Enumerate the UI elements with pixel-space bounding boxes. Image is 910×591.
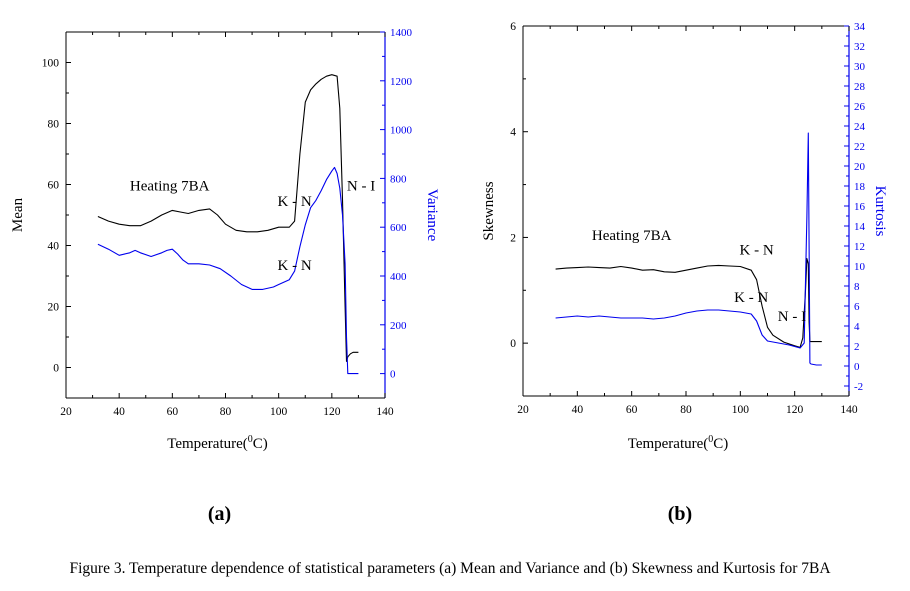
panel-label: (b) (668, 503, 692, 525)
y-left-axis-title: Mean (10, 197, 26, 232)
x-tick-label: 20 (60, 406, 72, 418)
y-right-tick-label: -2 (854, 381, 863, 393)
x-tick-label: 100 (732, 404, 750, 416)
annotation: K - N (734, 290, 768, 306)
x-tick-label: 20 (517, 404, 529, 416)
y-right-tick-label: 32 (854, 41, 865, 53)
x-tick-label: 120 (323, 406, 341, 418)
y-left-tick-label: 20 (48, 302, 60, 314)
y-right-axis-title: Variance (424, 189, 440, 242)
y-right-tick-label: 30 (854, 61, 866, 73)
y-right-tick-label: 10 (854, 261, 866, 273)
y-right-tick-label: 24 (854, 121, 866, 133)
y-right-tick-label: 0 (854, 361, 860, 373)
panel-label: (a) (208, 503, 231, 525)
y-right-tick-label: 34 (854, 21, 866, 33)
y-right-tick-label: 16 (854, 201, 866, 213)
x-tick-label: 80 (680, 404, 692, 416)
y-left-tick-label: 100 (42, 58, 60, 70)
y-right-tick-label: 6 (854, 301, 860, 313)
y-right-tick-label: 4 (854, 321, 860, 333)
y-right-tick-label: 26 (854, 101, 866, 113)
annotation: N - I (347, 179, 375, 195)
y-right-tick-label: 14 (854, 221, 866, 233)
y-left-tick-label: 40 (48, 241, 60, 253)
series-line-variance (97, 166, 359, 375)
y-right-tick-label: 22 (854, 141, 865, 153)
x-tick-label: 40 (113, 406, 125, 418)
y-right-axis-title: Kurtosis (872, 186, 888, 237)
x-tick-label: 80 (220, 406, 232, 418)
panel-a: 20 40 60 80 100 120 14002040608010002004006008… (10, 27, 440, 525)
series-line-mean (97, 74, 359, 362)
y-left-tick-label: 6 (510, 21, 516, 33)
panel-b: 20 40 60 80 100 120 1400246-202468101214161820… (481, 21, 888, 525)
annotation: N - I (778, 309, 806, 325)
y-left-tick-label: 60 (48, 180, 60, 192)
y-right-tick-label: 20 (854, 161, 866, 173)
y-left-tick-label: 0 (510, 338, 516, 350)
x-axis-title-unit: C) (713, 436, 728, 452)
y-right-tick-label: 8 (854, 281, 860, 293)
x-axis-title-text: Temperature( (628, 436, 709, 452)
annotation: K - N (740, 242, 774, 258)
y-right-tick-label: 800 (390, 173, 407, 185)
y-left-tick-label: 0 (53, 363, 59, 375)
y-right-tick-label: 18 (854, 181, 866, 193)
y-left-tick-label: 80 (48, 119, 60, 131)
figure-caption: Figure 3. Temperature dependence of stat… (69, 560, 831, 577)
y-left-axis-title: Skewness (481, 181, 497, 240)
x-tick-label: 140 (376, 406, 394, 418)
y-right-tick-label: 1000 (390, 125, 413, 137)
x-tick-label: 140 (840, 404, 858, 416)
y-right-tick-label: 0 (390, 369, 396, 381)
y-right-tick-label: 1400 (390, 27, 413, 39)
y-left-tick-label: 4 (510, 127, 516, 139)
x-axis-title: Temperature(0C) (167, 434, 268, 452)
annotation: Heating 7BA (592, 228, 672, 244)
x-axis-title-unit: C) (253, 436, 268, 452)
x-tick-label: 60 (167, 406, 179, 418)
x-axis-title: Temperature(0C) (628, 434, 729, 452)
y-right-tick-label: 600 (390, 222, 407, 234)
x-tick-label: 40 (572, 404, 584, 416)
annotation: Heating 7BA (130, 179, 210, 195)
y-left-tick-label: 2 (510, 232, 516, 244)
y-right-tick-label: 12 (854, 241, 865, 253)
annotation: K - N (278, 258, 312, 274)
x-axis-title-superscript: 0 (248, 434, 253, 445)
y-right-tick-label: 28 (854, 81, 866, 93)
y-right-tick-label: 400 (390, 271, 407, 283)
annotation: K - N (278, 194, 312, 210)
x-tick-label: 60 (626, 404, 638, 416)
x-tick-label: 100 (270, 406, 288, 418)
y-right-tick-label: 2 (854, 341, 860, 353)
series-line-kurtosis (555, 132, 822, 366)
y-right-tick-label: 200 (390, 320, 407, 332)
x-axis-title-text: Temperature( (167, 436, 248, 452)
x-axis-title-superscript: 0 (708, 434, 713, 445)
x-tick-label: 120 (786, 404, 804, 416)
y-right-tick-label: 1200 (390, 76, 413, 88)
series-line-skewness (555, 258, 822, 348)
